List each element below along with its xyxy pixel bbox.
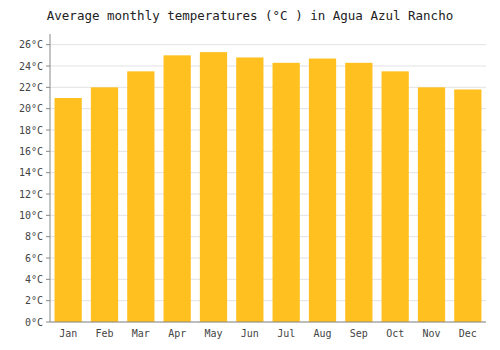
chart-container: Average monthly temperatures (°C ) in Ag… — [0, 0, 500, 350]
x-tick-label: Jul — [277, 328, 295, 339]
bars — [55, 52, 482, 322]
x-tick-label: Sep — [350, 328, 368, 339]
bar — [200, 52, 227, 322]
y-tick-label: 14°C — [19, 167, 43, 178]
y-tick-label: 2°C — [25, 295, 43, 306]
grid-line — [50, 322, 486, 323]
y-tick — [46, 236, 50, 237]
y-tick — [46, 151, 50, 152]
bar — [91, 87, 118, 322]
y-tick — [46, 322, 50, 323]
bar — [418, 87, 445, 322]
bar — [236, 57, 263, 322]
bar — [273, 63, 300, 322]
grid-line — [50, 66, 486, 67]
y-tick — [46, 172, 50, 173]
chart-svg: Average monthly temperatures (°C ) in Ag… — [0, 0, 500, 350]
x-tick-label: Mar — [132, 328, 150, 339]
x-tick-label: Apr — [168, 328, 186, 339]
y-tick-label: 16°C — [19, 146, 43, 157]
title: Average monthly temperatures (°C ) in Ag… — [47, 8, 453, 23]
y-tick-label: 26°C — [19, 39, 43, 50]
y-tick — [46, 87, 50, 88]
x-axis: Jan Feb Mar Apr May Jun Jul Aug Sep Oct Nov Dec — [50, 322, 486, 339]
y-tick-label: 0°C — [25, 317, 43, 328]
y-tick — [46, 279, 50, 280]
y-tick-label: 4°C — [25, 274, 43, 285]
y-tick — [46, 215, 50, 216]
y-tick — [46, 44, 50, 45]
bar — [382, 71, 409, 322]
x-tick-label: Oct — [386, 328, 404, 339]
y-tick-label: 6°C — [25, 253, 43, 264]
x-axis-line — [50, 322, 486, 323]
x-tick-label: Jun — [241, 328, 259, 339]
y-tick-label: 24°C — [19, 61, 43, 72]
y-tick-label: 22°C — [19, 82, 43, 93]
bar — [309, 59, 336, 322]
x-tick-label: Aug — [313, 328, 331, 339]
y-tick-label: 12°C — [19, 189, 43, 200]
bar — [55, 98, 82, 322]
grid-line — [50, 44, 486, 45]
y-tick-label: 8°C — [25, 231, 43, 242]
x-tick-label: Nov — [422, 328, 440, 339]
bar — [164, 55, 191, 322]
y-axis-line — [50, 34, 51, 322]
bar — [345, 63, 372, 322]
y-tick — [46, 258, 50, 259]
x-tick-label: Feb — [95, 328, 113, 339]
y-tick — [46, 130, 50, 131]
y-tick — [46, 194, 50, 195]
y-tick — [46, 108, 50, 109]
y-tick-label: 10°C — [19, 210, 43, 221]
y-tick-label: 20°C — [19, 103, 43, 114]
y-axis: 0°C 2°C 4°C 6°C 8°C 10°C 12°C 14°C 16°C 18°C 20°C 2… — [19, 34, 50, 328]
y-tick-label: 18°C — [19, 125, 43, 136]
x-tick-label: May — [204, 328, 222, 339]
y-tick — [46, 66, 50, 67]
bar — [127, 71, 154, 322]
x-tick-label: Dec — [459, 328, 477, 339]
x-tick-label: Jan — [59, 328, 77, 339]
page: {"chart_data": {"type": "bar", "title": … — [0, 0, 500, 350]
grid — [50, 45, 486, 322]
y-tick — [46, 300, 50, 301]
bar — [454, 89, 481, 322]
